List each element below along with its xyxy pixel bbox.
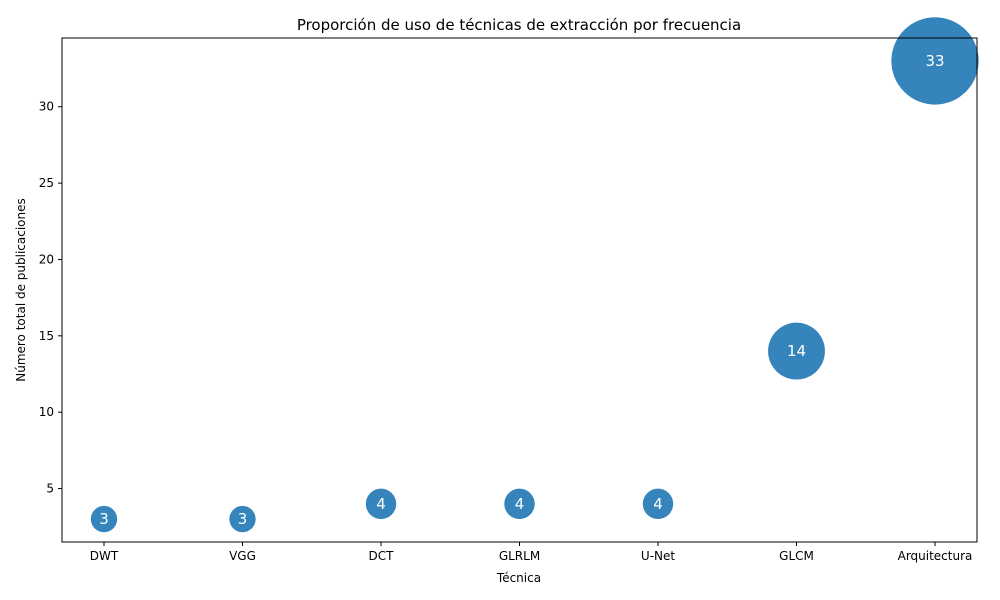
bubble-value-label: 4 xyxy=(376,495,386,513)
y-tick-label: 30 xyxy=(39,100,54,114)
y-tick-label: 20 xyxy=(39,252,54,266)
x-tick-label: GLRLM xyxy=(499,549,540,563)
bubble-value-label: 3 xyxy=(238,510,248,528)
y-axis-title: Número total de publicaciones xyxy=(14,198,28,382)
x-tick-label: GLCM xyxy=(779,549,814,563)
x-tick-label: Arquitectura xyxy=(898,549,973,563)
x-axis-title: Técnica xyxy=(496,571,541,585)
bubble-vgg xyxy=(229,505,256,533)
x-tick-label: U-Net xyxy=(641,549,675,563)
bubbles-layer xyxy=(90,17,979,533)
y-axis: 5 10 15 20 25 30 xyxy=(39,100,62,496)
x-axis: DWT VGG DCT GLRLM U-Net GLCM Arquitectura xyxy=(90,542,973,563)
bubble-dwt xyxy=(90,505,118,533)
y-tick-label: 25 xyxy=(39,176,54,190)
bubble-value-label: 33 xyxy=(925,52,944,70)
plot-frame xyxy=(61,37,978,543)
y-tick-label: 10 xyxy=(39,405,54,419)
chart-title: Proporción de uso de técnicas de extracc… xyxy=(297,16,741,34)
bubble-dct xyxy=(365,488,397,520)
y-tick-label: 5 xyxy=(46,482,54,496)
bubble-value-label: 14 xyxy=(787,342,806,360)
x-tick-label: DCT xyxy=(369,549,395,563)
bubble-glcm xyxy=(768,322,825,380)
bubble-value-label: 4 xyxy=(653,495,663,513)
x-tick-label: VGG xyxy=(229,549,256,563)
bubble-arquitectura xyxy=(891,17,979,105)
bubble-value-label: 4 xyxy=(515,495,525,513)
bubble-u-net xyxy=(642,488,674,520)
bubble-glrlm xyxy=(504,488,535,520)
x-tick-label: DWT xyxy=(90,549,119,563)
y-tick-label: 15 xyxy=(39,329,54,343)
bubble-value-label: 3 xyxy=(99,510,109,528)
